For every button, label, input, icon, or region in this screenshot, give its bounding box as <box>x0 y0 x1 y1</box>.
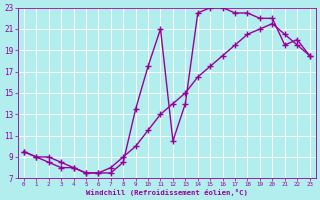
X-axis label: Windchill (Refroidissement éolien,°C): Windchill (Refroidissement éolien,°C) <box>86 189 248 196</box>
